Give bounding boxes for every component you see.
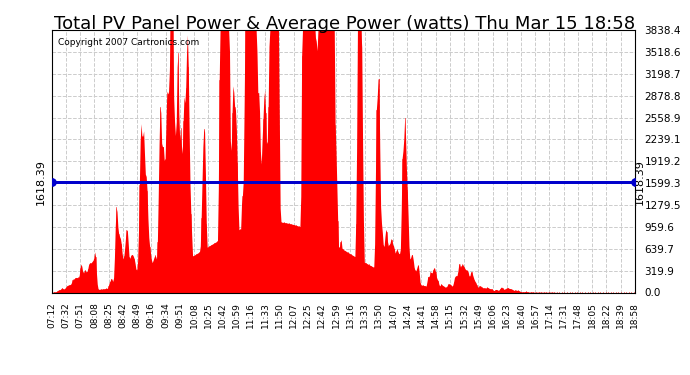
Text: Copyright 2007 Cartronics.com: Copyright 2007 Cartronics.com — [57, 38, 199, 47]
Text: 1618.39: 1618.39 — [635, 159, 644, 205]
Text: 1618.39: 1618.39 — [36, 159, 46, 205]
Text: Total PV Panel Power & Average Power (watts) Thu Mar 15 18:58: Total PV Panel Power & Average Power (wa… — [55, 15, 635, 33]
